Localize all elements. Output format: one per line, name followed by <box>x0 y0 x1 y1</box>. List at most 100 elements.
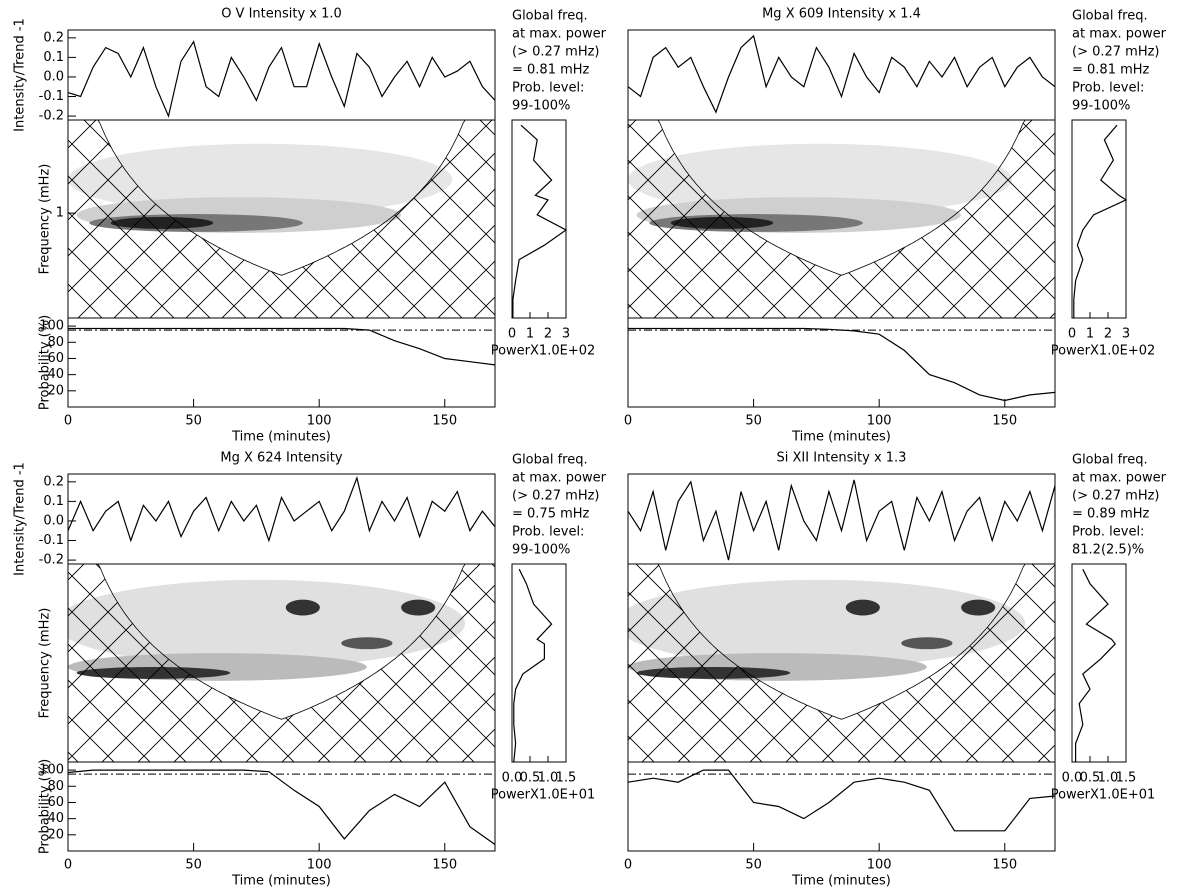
x-tick-label: 0 <box>64 858 72 873</box>
annotation: 99-100% <box>512 543 570 558</box>
frame <box>1071 563 1127 763</box>
annotation: at max. power <box>1072 471 1167 486</box>
x-tick-label: 0 <box>64 414 72 429</box>
x-tick-label: 3 <box>1122 327 1130 342</box>
wavelet-shade <box>341 637 393 650</box>
x-tick-label: 150 <box>432 414 457 429</box>
y-tick-label: 60 <box>47 351 64 366</box>
annotation: (> 0.27 mHz) <box>1072 45 1160 60</box>
annotation: Global freq. <box>1072 453 1148 468</box>
annotation: Prob. level: <box>1072 81 1144 96</box>
annotation: 81.2(2.5)% <box>1072 543 1144 558</box>
x-tick-label: 50 <box>185 414 202 429</box>
y-axis-title: Frequency (mHz) <box>38 164 53 275</box>
y-tick-label: 20 <box>47 383 64 398</box>
frame <box>511 119 567 319</box>
y-tick-label: 40 <box>47 811 64 826</box>
x-tick-label: 1 <box>526 327 534 342</box>
x-axis-title: Time (minutes) <box>791 874 891 888</box>
frame <box>67 761 496 852</box>
x-axis-title: Time (minutes) <box>231 874 331 888</box>
panel-title: Mg X 624 Intensity <box>220 451 342 466</box>
y-axis-title: Probability (%) <box>38 759 53 854</box>
time-series <box>627 479 1056 561</box>
x-tick-label: 150 <box>992 414 1017 429</box>
panel-title: O V Intensity x 1.0 <box>221 7 342 22</box>
y-tick-label: 1 <box>56 206 64 221</box>
x-tick-label: 2 <box>1104 327 1112 342</box>
annotation: at max. power <box>512 471 607 486</box>
global-power <box>1073 124 1128 318</box>
y-tick-label: 60 <box>47 795 64 810</box>
y-tick-label: 100 <box>39 763 64 778</box>
x-tick-label: 1.0 <box>1098 771 1119 786</box>
y-tick-label: -0.2 <box>39 109 64 124</box>
y-tick-label: -0.1 <box>39 89 64 104</box>
probability-curve <box>628 327 1056 402</box>
annotation: Global freq. <box>512 453 588 468</box>
x-tick-label: 0.5 <box>1080 771 1101 786</box>
y-tick-label: 20 <box>47 827 64 842</box>
x-tick-label: 3 <box>562 327 570 342</box>
y-tick-label: 0.0 <box>43 513 64 528</box>
global-power <box>513 568 553 763</box>
global-power <box>1075 568 1116 762</box>
time-series <box>627 34 1056 114</box>
annotation: Prob. level: <box>1072 525 1144 540</box>
annotation: = 0.81 mHz <box>512 63 590 78</box>
global-power <box>512 124 568 318</box>
frame <box>67 473 496 565</box>
annotation: = 0.89 mHz <box>1072 507 1150 522</box>
wavelet-shade <box>285 599 320 616</box>
wavelet-shade <box>845 599 880 616</box>
y-axis-title: Frequency (mHz) <box>38 608 53 719</box>
x-tick-label: 100 <box>307 858 332 873</box>
cone-of-influence <box>68 120 495 318</box>
wavelet-shade <box>68 143 453 216</box>
time-series <box>67 40 496 119</box>
x-tick-label: 1 <box>1086 327 1094 342</box>
x-tick-label: 0 <box>1068 327 1076 342</box>
frame <box>627 473 1056 565</box>
x-tick-label: 100 <box>867 414 892 429</box>
frame <box>627 761 1056 852</box>
x-tick-label: 50 <box>185 858 202 873</box>
x-axis-title: PowerX1.0E+01 <box>1051 788 1156 803</box>
annotation: = 0.81 mHz <box>1072 63 1150 78</box>
panel-title: Mg X 609 Intensity x 1.4 <box>762 7 921 22</box>
wavelet-shade <box>901 637 953 650</box>
annotation: Global freq. <box>512 9 588 24</box>
x-axis-title: PowerX1.0E+02 <box>491 344 596 359</box>
x-tick-label: 100 <box>307 414 332 429</box>
probability-curve <box>67 769 496 845</box>
x-tick-label: 50 <box>745 414 762 429</box>
annotation: Prob. level: <box>512 81 584 96</box>
y-tick-label: 0.2 <box>43 30 64 45</box>
x-axis-title: PowerX1.0E+02 <box>1051 344 1156 359</box>
annotation: at max. power <box>512 27 607 42</box>
x-tick-label: 1.5 <box>1116 771 1137 786</box>
y-tick-label: -0.2 <box>39 553 64 568</box>
wavelet-image <box>68 564 495 762</box>
x-tick-label: 150 <box>432 858 457 873</box>
x-axis-title: Time (minutes) <box>791 430 891 445</box>
x-tick-label: 0.5 <box>520 771 541 786</box>
frame <box>67 29 496 121</box>
x-tick-label: 150 <box>992 858 1017 873</box>
annotation: 99-100% <box>512 99 570 114</box>
x-tick-label: 1.5 <box>556 771 577 786</box>
frame <box>67 317 496 408</box>
x-tick-label: 0.0 <box>1062 771 1083 786</box>
x-tick-label: 0 <box>624 858 632 873</box>
x-tick-label: 100 <box>867 858 892 873</box>
wavelet-image <box>628 564 1055 762</box>
y-tick-label: 100 <box>39 319 64 334</box>
annotation: 99-100% <box>1072 99 1130 114</box>
y-tick-label: -0.1 <box>39 533 64 548</box>
annotation: Global freq. <box>1072 9 1148 24</box>
annotation: at max. power <box>1072 27 1167 42</box>
y-axis-title: Probability (%) <box>38 315 53 410</box>
panel-title: Si XII Intensity x 1.3 <box>777 451 907 466</box>
wavelet-shade <box>401 599 436 616</box>
cone-of-influence <box>628 564 1055 762</box>
